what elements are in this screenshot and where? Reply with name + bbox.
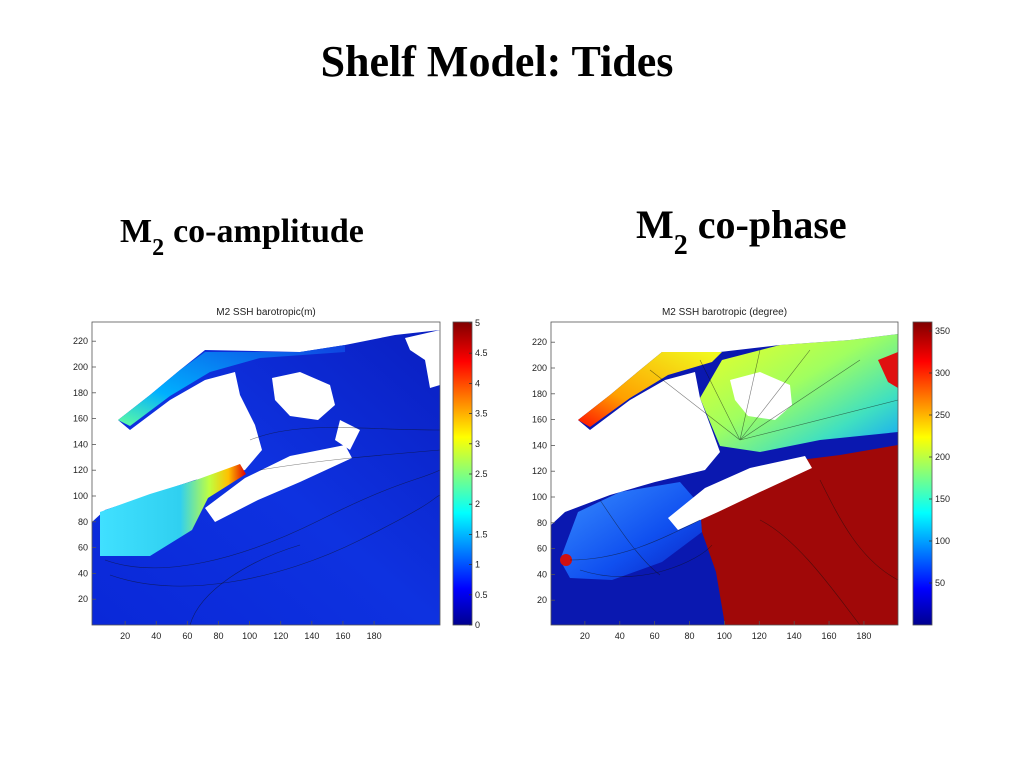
heading-symbol: M xyxy=(120,213,152,250)
x-tick-label: 120 xyxy=(273,631,288,641)
slide-title: Shelf Model: Tides xyxy=(321,37,674,86)
y-tick-label: 220 xyxy=(532,337,547,347)
y-tick-label: 40 xyxy=(537,569,547,579)
y-tick-label: 20 xyxy=(537,595,547,605)
colorbar-label: 3 xyxy=(475,439,480,449)
y-tick-label: 60 xyxy=(537,544,547,554)
colorbar xyxy=(912,321,933,626)
colorbar-label: 200 xyxy=(935,452,950,462)
y-tick-label: 100 xyxy=(73,491,88,501)
colorbar xyxy=(452,321,473,626)
amplitude-map xyxy=(92,322,441,626)
y-tick-label: 100 xyxy=(532,492,547,502)
y-tick-label: 220 xyxy=(73,336,88,346)
colorbar-label: 2 xyxy=(475,499,480,509)
plot-title: M2 SSH barotropic(m) xyxy=(216,307,315,318)
x-tick-label: 80 xyxy=(685,631,695,641)
y-tick-label: 40 xyxy=(78,568,88,578)
colorbar-label: 250 xyxy=(935,410,950,420)
colorbar-label: 300 xyxy=(935,368,950,378)
y-tick-label: 140 xyxy=(73,439,88,449)
y-tick-label: 160 xyxy=(532,415,547,425)
colorbar-label: 1 xyxy=(475,560,480,570)
x-tick-label: 140 xyxy=(787,631,802,641)
colorbar-label: 3.5 xyxy=(475,409,488,419)
y-tick-label: 20 xyxy=(78,594,88,604)
heading-subscript: 2 xyxy=(152,235,164,261)
x-tick-label: 20 xyxy=(120,631,130,641)
axes-frame xyxy=(91,321,441,626)
colorbar-label: 1.5 xyxy=(475,529,488,539)
heading-symbol: M xyxy=(636,202,674,247)
y-tick-label: 140 xyxy=(532,440,547,450)
x-tick-label: 160 xyxy=(822,631,837,641)
colorbar-label: 2.5 xyxy=(475,469,488,479)
x-tick-label: 80 xyxy=(213,631,223,641)
y-tick-label: 120 xyxy=(73,465,88,475)
heading-text: co-phase xyxy=(698,202,847,247)
x-tick-label: 120 xyxy=(752,631,767,641)
y-tick-label: 80 xyxy=(78,517,88,527)
y-tick-label: 200 xyxy=(73,362,88,372)
x-tick-label: 100 xyxy=(242,631,257,641)
colorbar-label: 50 xyxy=(935,578,945,588)
phase-map xyxy=(551,322,899,626)
x-tick-label: 20 xyxy=(580,631,590,641)
colorbar-label: 4 xyxy=(475,378,480,388)
x-tick-label: 40 xyxy=(615,631,625,641)
y-tick-label: 180 xyxy=(73,388,88,398)
colorbar-label: 4.5 xyxy=(475,348,488,358)
heading-text: co-amplitude xyxy=(173,213,364,250)
colorbar-label: 0 xyxy=(475,620,480,630)
plot-title: M2 SSH barotropic (degree) xyxy=(662,307,787,318)
colorbar-label: 0.5 xyxy=(475,590,488,600)
x-tick-label: 100 xyxy=(717,631,732,641)
x-tick-label: 60 xyxy=(650,631,660,641)
x-tick-label: 160 xyxy=(335,631,350,641)
panel-heading: M2 co-phase xyxy=(636,202,847,261)
colorbar-label: 5 xyxy=(475,318,480,328)
x-tick-label: 180 xyxy=(856,631,871,641)
y-tick-label: 120 xyxy=(532,466,547,476)
y-tick-label: 180 xyxy=(532,389,547,399)
x-tick-label: 140 xyxy=(304,631,319,641)
x-tick-label: 60 xyxy=(182,631,192,641)
colorbar-label: 100 xyxy=(935,536,950,546)
y-tick-label: 80 xyxy=(537,518,547,528)
colorbar-label: 350 xyxy=(935,326,950,336)
panel-heading: M2 co-amplitude xyxy=(120,213,364,261)
y-tick-label: 200 xyxy=(532,363,547,373)
y-tick-label: 60 xyxy=(78,543,88,553)
y-tick-label: 160 xyxy=(73,414,88,424)
x-tick-label: 180 xyxy=(367,631,382,641)
heading-subscript: 2 xyxy=(674,230,688,261)
colorbar-label: 150 xyxy=(935,494,950,504)
x-tick-label: 40 xyxy=(151,631,161,641)
